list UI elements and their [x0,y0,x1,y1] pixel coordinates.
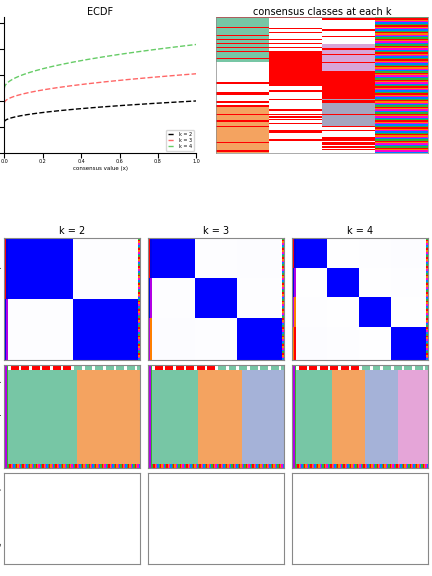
Legend: k = 2, k = 3, k = 4: k = 2, k = 3, k = 4 [166,130,194,151]
Text: k = 3: k = 3 [203,226,229,236]
Text: k = 4: k = 4 [347,226,373,236]
Y-axis label: consensus heatmap: consensus heatmap [0,264,2,334]
Title: consensus classes at each k: consensus classes at each k [253,6,391,17]
Y-axis label: membership heatmap: membership heatmap [0,378,2,455]
Text: k = 2: k = 2 [59,226,85,236]
Y-axis label: signature heatmap: signature heatmap [0,486,2,552]
Title: ECDF: ECDF [87,6,113,17]
X-axis label: consensus value (x): consensus value (x) [73,166,128,171]
